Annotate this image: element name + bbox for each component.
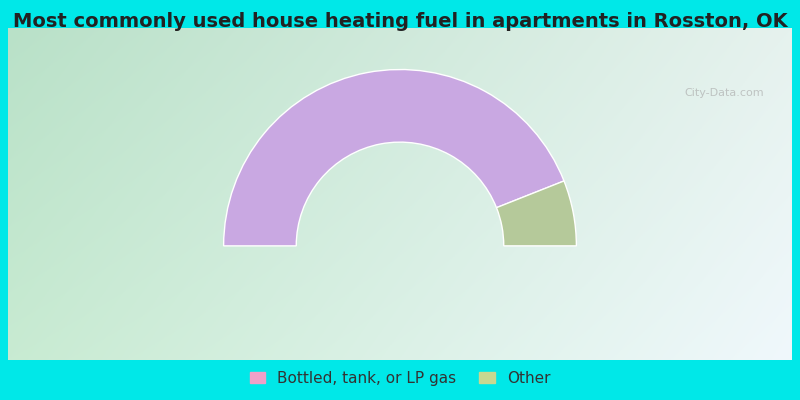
Wedge shape	[224, 70, 564, 246]
Text: City-Data.com: City-Data.com	[684, 88, 764, 98]
Legend: Bottled, tank, or LP gas, Other: Bottled, tank, or LP gas, Other	[245, 366, 555, 390]
Wedge shape	[497, 181, 576, 246]
Text: Most commonly used house heating fuel in apartments in Rosston, OK: Most commonly used house heating fuel in…	[13, 12, 787, 31]
